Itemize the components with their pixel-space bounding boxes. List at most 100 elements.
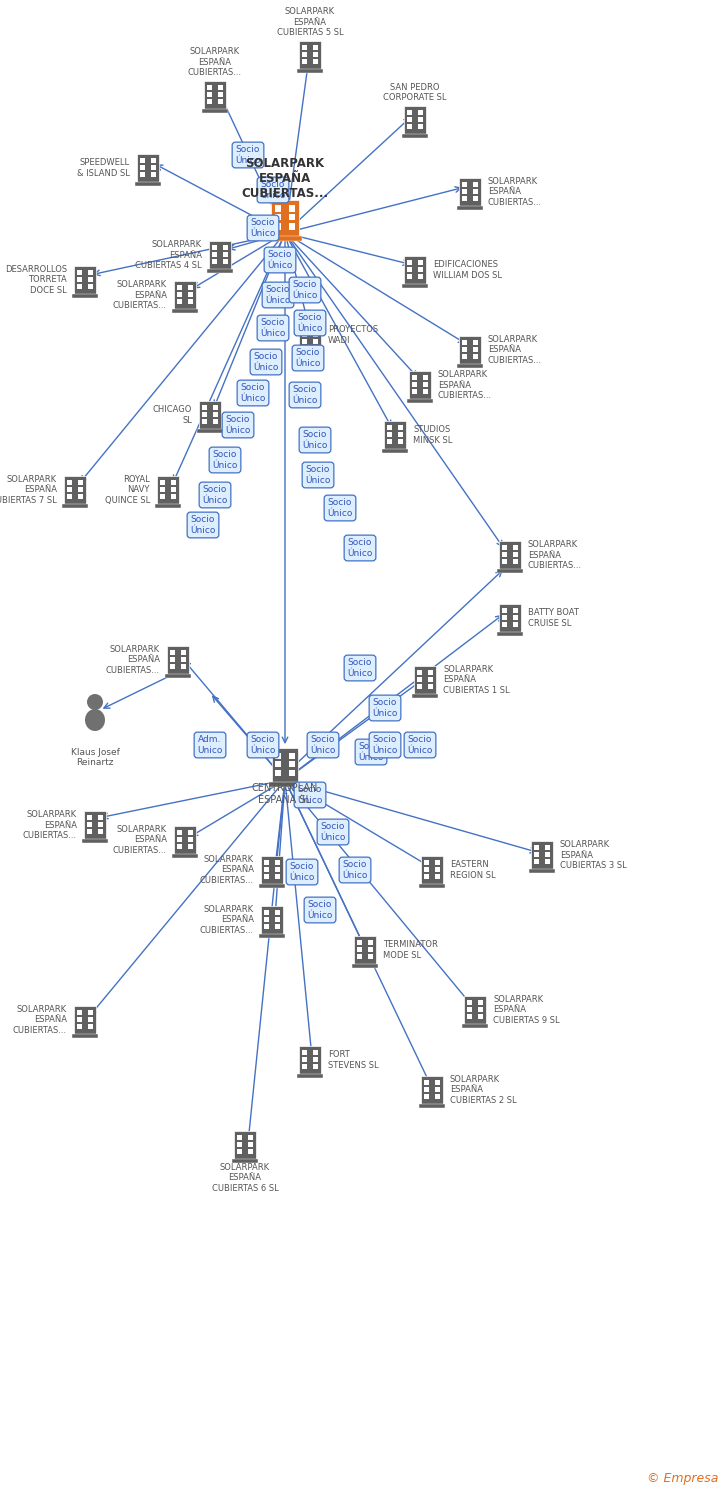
Bar: [418, 260, 423, 266]
Bar: [387, 440, 392, 444]
Bar: [174, 280, 196, 309]
Bar: [417, 670, 422, 675]
Bar: [98, 830, 103, 834]
Text: SOLARPARK
ESPAÑA
CUBIERTAS 3 SL: SOLARPARK ESPAÑA CUBIERTAS 3 SL: [560, 840, 627, 870]
Bar: [299, 40, 321, 69]
Bar: [77, 1017, 82, 1022]
Bar: [288, 753, 295, 759]
Bar: [82, 839, 108, 843]
Bar: [417, 676, 422, 681]
Text: EDIFICACIONES
WILLIAM DOS SL: EDIFICACIONES WILLIAM DOS SL: [433, 261, 502, 279]
Text: Socio
Único: Socio Único: [265, 285, 290, 304]
Text: SOLARPARK
ESPAÑA
CUBIERTAS 7 SL: SOLARPARK ESPAÑA CUBIERTAS 7 SL: [0, 476, 57, 506]
Bar: [357, 940, 362, 945]
Text: SOLARPARK
ESPAÑA
CUBIERTAS...: SOLARPARK ESPAÑA CUBIERTAS...: [200, 904, 254, 934]
Bar: [264, 924, 269, 928]
Text: PROYECTOS
WADI: PROYECTOS WADI: [328, 326, 378, 345]
Bar: [462, 189, 467, 194]
Bar: [135, 182, 161, 186]
Bar: [212, 260, 217, 264]
Bar: [478, 1000, 483, 1005]
Bar: [67, 486, 72, 492]
Bar: [165, 674, 191, 678]
Bar: [467, 1000, 472, 1005]
Bar: [529, 868, 555, 873]
Bar: [275, 924, 280, 928]
Bar: [264, 916, 269, 921]
Bar: [545, 844, 550, 850]
Text: Socio
Único: Socio Único: [310, 735, 336, 754]
Text: SOLARPARK
ESPAÑA
CUBIERTAS...: SOLARPARK ESPAÑA CUBIERTAS...: [488, 177, 542, 207]
Bar: [171, 486, 176, 492]
Bar: [534, 844, 539, 850]
Bar: [357, 946, 362, 951]
Bar: [418, 110, 423, 116]
Text: SOLARPARK
ESPAÑA
CUBIERTAS...: SOLARPARK ESPAÑA CUBIERTAS...: [113, 825, 167, 855]
Bar: [172, 309, 198, 314]
Bar: [269, 782, 301, 786]
Bar: [275, 753, 282, 759]
Text: Socio
Único: Socio Único: [297, 786, 323, 804]
Text: Socio
Único: Socio Único: [320, 822, 346, 842]
Text: Socio
Único: Socio Único: [358, 742, 384, 762]
Bar: [407, 110, 412, 116]
Bar: [424, 1094, 429, 1100]
Bar: [223, 252, 228, 257]
Bar: [473, 340, 478, 345]
Bar: [199, 400, 221, 429]
Bar: [88, 276, 93, 282]
Text: Socio
Único: Socio Único: [240, 384, 266, 402]
Text: Socio
Único: Socio Único: [407, 735, 432, 754]
Bar: [412, 694, 438, 698]
Bar: [98, 815, 103, 821]
Bar: [302, 332, 307, 336]
Bar: [140, 165, 145, 170]
Bar: [207, 268, 233, 273]
Bar: [412, 375, 417, 380]
Bar: [502, 552, 507, 556]
Bar: [248, 1149, 253, 1154]
Text: Socio
Único: Socio Único: [190, 516, 215, 534]
Bar: [545, 859, 550, 864]
Bar: [181, 664, 186, 669]
Text: Socio
Único: Socio Único: [328, 498, 352, 517]
Bar: [88, 270, 93, 274]
Bar: [171, 494, 176, 500]
Bar: [77, 284, 82, 290]
Bar: [207, 86, 212, 90]
Bar: [302, 45, 307, 50]
Text: Socio
Único: Socio Único: [250, 735, 276, 754]
Bar: [289, 213, 296, 220]
Bar: [412, 388, 417, 394]
Bar: [407, 267, 412, 272]
Bar: [177, 844, 182, 849]
Text: SOLARPARK
ESPAÑA
CUBIERTAS...: SOLARPARK ESPAÑA CUBIERTAS...: [106, 645, 160, 675]
Bar: [473, 346, 478, 351]
Bar: [218, 92, 223, 96]
Bar: [473, 182, 478, 188]
Text: Socio
Único: Socio Único: [261, 318, 285, 338]
Bar: [177, 837, 182, 842]
Text: DESARROLLOS
TORRETA
DOCE SL: DESARROLLOS TORRETA DOCE SL: [5, 266, 67, 296]
Bar: [151, 172, 156, 177]
Bar: [218, 86, 223, 90]
Bar: [259, 884, 285, 888]
Text: SOLARPARK
ESPAÑA
CUBIERTAS...: SOLARPARK ESPAÑA CUBIERTAS...: [438, 370, 492, 400]
Bar: [248, 1136, 253, 1140]
Bar: [160, 480, 165, 484]
Bar: [457, 206, 483, 210]
Bar: [313, 1056, 318, 1062]
Bar: [275, 916, 280, 921]
Bar: [232, 1160, 258, 1162]
Circle shape: [87, 694, 103, 709]
Bar: [213, 405, 218, 410]
Bar: [428, 676, 433, 681]
Bar: [313, 58, 318, 64]
Bar: [271, 200, 299, 236]
Bar: [77, 270, 82, 274]
Bar: [407, 260, 412, 266]
Bar: [275, 874, 280, 879]
Text: Socio
Único: Socio Único: [372, 735, 397, 754]
Bar: [545, 852, 550, 856]
Bar: [261, 856, 283, 883]
